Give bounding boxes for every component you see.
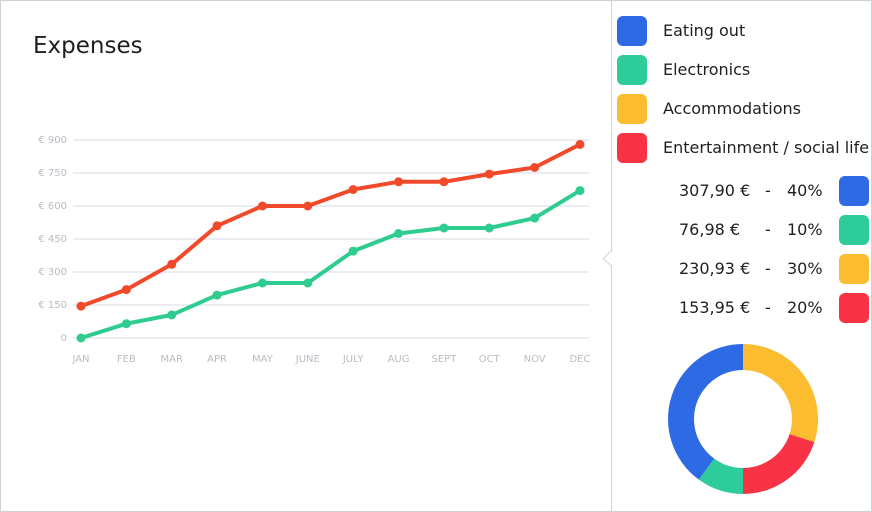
- breakdown-amount: 230,93 €: [679, 259, 751, 278]
- data-point: [484, 169, 494, 179]
- legend-label: Entertainment / social life: [663, 138, 870, 157]
- x-tick-label: MAR: [161, 354, 183, 365]
- breakdown-swatch: [839, 215, 869, 245]
- data-point: [394, 177, 404, 187]
- legend-item-accommodations: Accommodations: [617, 94, 801, 124]
- data-point: [348, 246, 358, 256]
- data-point: [212, 290, 222, 300]
- breakdown-swatch: [839, 254, 869, 284]
- breakdown-percent: 20%: [787, 298, 823, 317]
- legend-label: Eating out: [663, 21, 746, 40]
- x-tick-label: FEB: [117, 354, 136, 365]
- data-point: [394, 229, 404, 238]
- y-tick-label: € 750: [38, 168, 67, 179]
- x-tick-label: NOV: [524, 354, 546, 365]
- breakdown-separator: -: [765, 298, 771, 317]
- breakdown-percent: 10%: [787, 220, 823, 239]
- breakdown-row-eating-out: 307,90 € - 40%: [613, 176, 871, 206]
- x-tick-label: DEC: [569, 354, 590, 365]
- donut-slice: [698, 458, 743, 494]
- x-tick-label: MAY: [252, 354, 274, 365]
- x-tick-label: AUG: [388, 354, 410, 365]
- data-point: [439, 177, 449, 187]
- data-point: [575, 139, 585, 149]
- data-point: [167, 259, 177, 269]
- legend-label: Accommodations: [663, 99, 801, 118]
- line-chart: 0 € 150 € 300 € 450 € 600 € 750 € 900 JAN FEB MAR…: [38, 135, 590, 365]
- breakdown-row-entertainment: 153,95 € - 20%: [613, 293, 871, 323]
- breakdown-percent: 40%: [787, 181, 823, 200]
- breakdown-amount: 307,90 €: [679, 181, 751, 200]
- page-title: Expenses: [33, 33, 143, 59]
- data-point: [76, 333, 86, 343]
- y-tick-label: € 900: [38, 135, 67, 146]
- data-point: [303, 201, 313, 211]
- data-point: [484, 223, 494, 233]
- breakdown-separator: -: [765, 259, 771, 278]
- x-tick-label: SEPT: [432, 354, 458, 365]
- breakdown-row-electronics: 76,98 € - 10%: [613, 215, 871, 245]
- x-tick-label: APR: [207, 354, 227, 365]
- x-tick-label: JULY: [342, 354, 365, 365]
- donut-slice: [743, 344, 818, 443]
- data-point: [303, 278, 313, 288]
- breakdown-amount: 76,98 €: [679, 220, 741, 239]
- legend-swatch: [617, 16, 647, 46]
- x-tick-label: JAN: [71, 354, 89, 365]
- data-point: [348, 185, 358, 194]
- data-point: [121, 285, 131, 295]
- y-tick-label: € 300: [38, 267, 67, 278]
- breakdown-row-accommodations: 230,93 € - 30%: [613, 254, 871, 284]
- breakdown-swatch: [839, 293, 869, 323]
- series-line: [79, 142, 582, 309]
- data-point: [212, 221, 222, 231]
- legend-label: Electronics: [663, 60, 751, 79]
- legend-item-entertainment: Entertainment / social life: [617, 133, 869, 163]
- breakdown-separator: -: [765, 220, 771, 239]
- data-point: [121, 319, 131, 329]
- breakdown-amount: 153,95 €: [679, 298, 751, 317]
- data-point: [257, 201, 267, 211]
- y-tick-label: € 600: [38, 201, 67, 212]
- data-point: [76, 301, 86, 311]
- data-point: [530, 163, 540, 172]
- breakdown-percent: 30%: [787, 259, 823, 278]
- legend-swatch: [617, 55, 647, 85]
- data-point: [439, 223, 449, 233]
- donut-chart: [668, 344, 818, 494]
- legend-swatch: [617, 133, 647, 163]
- legend-item-electronics: Electronics: [617, 55, 750, 85]
- x-tick-label: OCT: [479, 354, 501, 365]
- data-point: [167, 310, 177, 320]
- donut-slice: [668, 344, 743, 480]
- donut-slice: [743, 434, 815, 494]
- y-tick-label: € 150: [38, 300, 67, 311]
- data-point: [575, 186, 585, 196]
- legend-item-eating-out: Eating out: [617, 16, 745, 46]
- y-tick-label: 0: [61, 333, 67, 344]
- series-line: [79, 188, 582, 340]
- breakdown-swatch: [839, 176, 869, 206]
- legend-swatch: [617, 94, 647, 124]
- y-tick-label: € 450: [38, 234, 67, 245]
- x-tick-label: JUNE: [295, 354, 320, 365]
- data-point: [257, 278, 267, 288]
- data-point: [530, 213, 540, 223]
- breakdown-separator: -: [765, 181, 771, 200]
